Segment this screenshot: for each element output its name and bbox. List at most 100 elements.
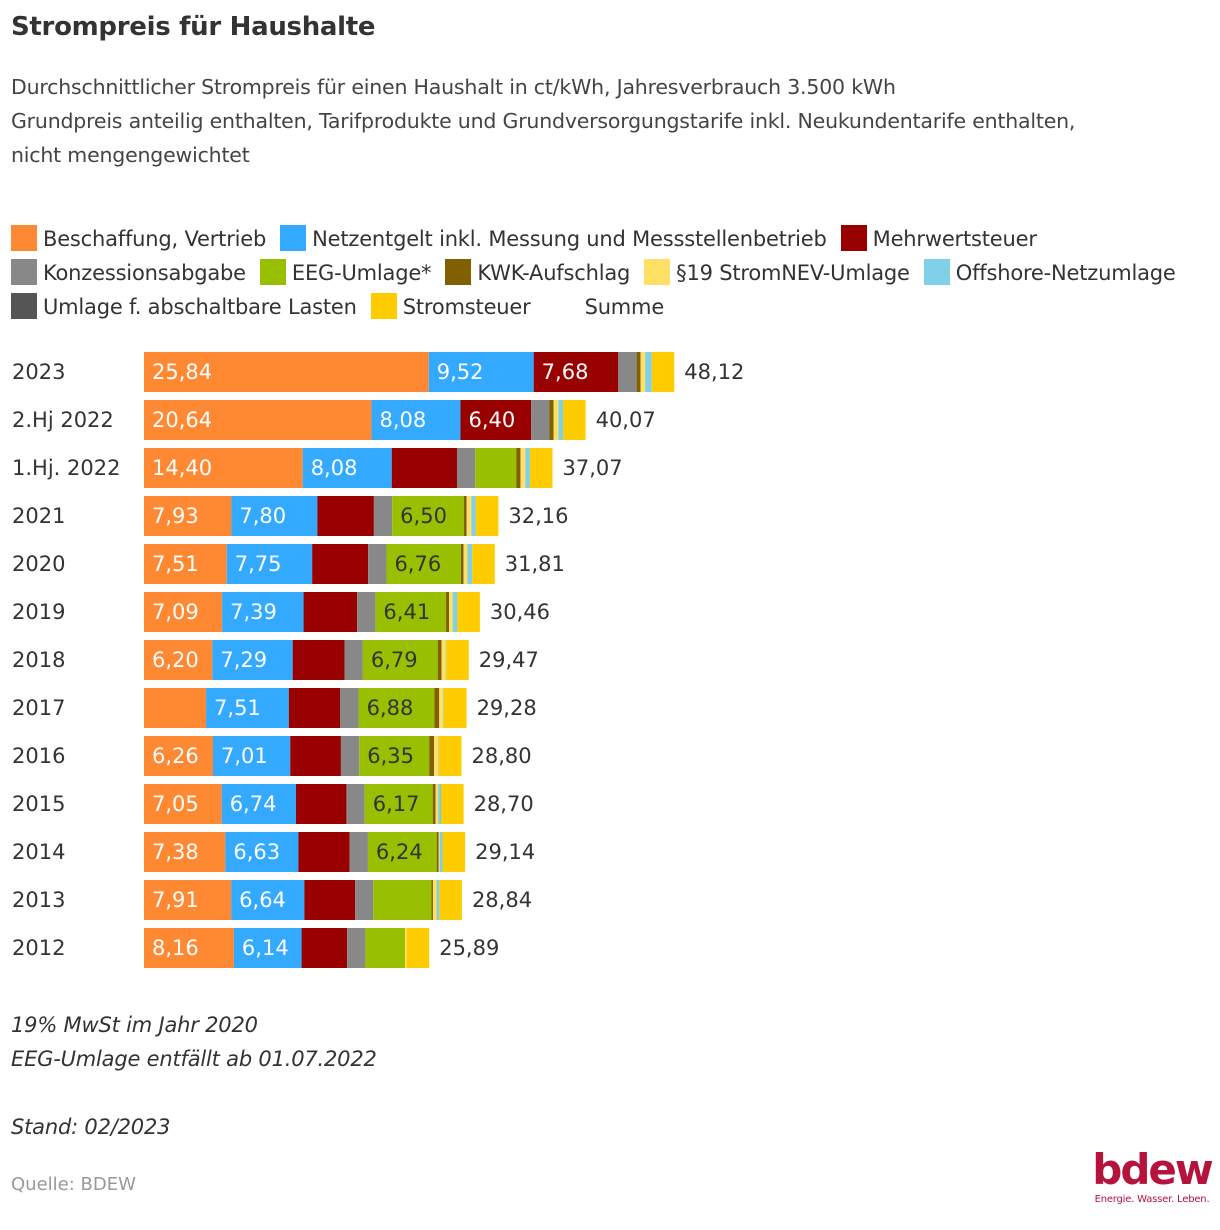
segment-label: 6,26 [152,744,199,768]
bar-segment [231,496,318,536]
chart-title: Strompreis für Haushalte [11,12,376,42]
segment-label: 7,51 [152,552,199,576]
bar-segment [144,784,222,824]
total-label: 28,70 [474,792,534,816]
category-label: 2018 [12,648,65,672]
bar-segment [226,544,313,584]
legend-item: Beschaffung, Vertrieb [11,222,266,256]
bar-segment [344,640,363,680]
bar-segment [340,736,360,776]
bar-segment [443,688,467,728]
bar-segment [144,832,226,872]
bar-segment [222,592,304,632]
bar-segment [357,592,376,632]
bar-segment [533,352,619,392]
stacked-bar-chart: 2023 25,84 9,52 7,68 48,12 2.Hj 2022 20,64 8,08… [12,352,744,968]
bar-segment [303,592,358,632]
bar-segment [144,928,234,968]
total-label: 37,07 [563,456,623,480]
bar-segment [298,832,350,872]
total-label: 48,12 [684,360,744,384]
bar-segment [373,880,432,920]
segment-label: 7,51 [214,696,261,720]
logo-wordmark: bdew [1092,1145,1213,1194]
subtitle-line: Durchschnittlicher Strompreis für einen … [11,75,896,99]
bar-segment [471,496,476,536]
bar-segment [475,496,499,536]
total-label: 32,16 [508,504,568,528]
segment-label: 6,24 [376,840,423,864]
bar-segment [446,592,450,632]
segment-label: 7,01 [221,744,268,768]
bar-segment [362,640,438,680]
bar-segment [452,592,458,632]
legend-label: EEG-Umlage* [291,261,432,285]
bar-segment [404,928,407,968]
category-label: 2.Hj 2022 [12,408,114,432]
bar-segment [442,832,466,872]
bar-segment [438,832,440,872]
segment-label: 7,68 [542,360,589,384]
bar-segment [231,880,305,920]
bar-segment [212,640,293,680]
bar-segment [428,352,534,392]
legend-label: KWK-Aufschlag [477,261,631,285]
segment-label: 7,75 [235,552,282,576]
category-label: 2019 [12,600,65,624]
bar-segment [563,400,586,440]
bar-segment [636,352,641,392]
bar-segment [438,784,441,824]
legend-swatch [840,225,867,251]
bar-segment [429,736,435,776]
legend-swatch [644,259,671,285]
legend-swatch [370,293,397,319]
bar-segment [144,688,207,728]
note-vat: 19% MwSt im Jahr 2020 [11,1013,258,1037]
category-label: 2015 [12,792,65,816]
segment-label: 6,20 [152,648,199,672]
bar-segment [472,544,495,584]
bar-segment [431,880,433,920]
total-label: 25,89 [439,936,499,960]
legend-item: Netzentgelt inkl. Messung und Messstelle… [280,222,827,256]
bar-segment [558,400,563,440]
subtitle-line: Grundpreis anteilig enthalten, Tarifprod… [11,109,1076,133]
bar-segment [312,544,369,584]
chart-notes: 19% MwSt im Jahr 2020 EEG-Umlage entfäll… [11,1008,377,1076]
bar-segment [446,640,469,680]
chart-legend: Beschaffung, Vertrieb Netzentgelt inkl. M… [11,222,1216,324]
bar-segment [525,448,530,488]
category-label: 2014 [12,840,65,864]
bar-segment [434,688,440,728]
bar-segment [144,736,213,776]
subtitle-line: nicht mengengewichtet [11,143,250,167]
bar-segment [340,688,359,728]
bar-segment [460,400,532,440]
category-label: 2017 [12,696,65,720]
legend-item: Umlage f. abschaltbare Lasten [11,290,357,324]
bar-segment [371,400,461,440]
legend-swatch [280,225,307,251]
segment-label: 6,14 [242,936,289,960]
segment-label: 7,39 [230,600,277,624]
bar-segment [288,688,341,728]
bar-segment [460,544,464,584]
bar-segment [529,448,553,488]
segment-label: 6,35 [367,744,414,768]
legend-label: §19 StromNEV-Umlage [676,261,910,285]
category-label: 2023 [12,360,65,384]
bar-segment [144,592,223,632]
note-eeg: EEG-Umlage entfällt ab 01.07.2022 [11,1047,377,1071]
bar-segment [437,640,442,680]
bar-segment [436,832,439,872]
bar-segment [466,496,472,536]
bar-segment [206,688,289,728]
legend-swatch [923,259,950,285]
bar-segment [651,352,675,392]
segment-label: 7,09 [152,600,199,624]
total-label: 29,14 [475,840,535,864]
bar-segment [364,784,433,824]
bar-segment [520,448,526,488]
bar-segment [373,496,393,536]
bar-segment [144,880,232,920]
